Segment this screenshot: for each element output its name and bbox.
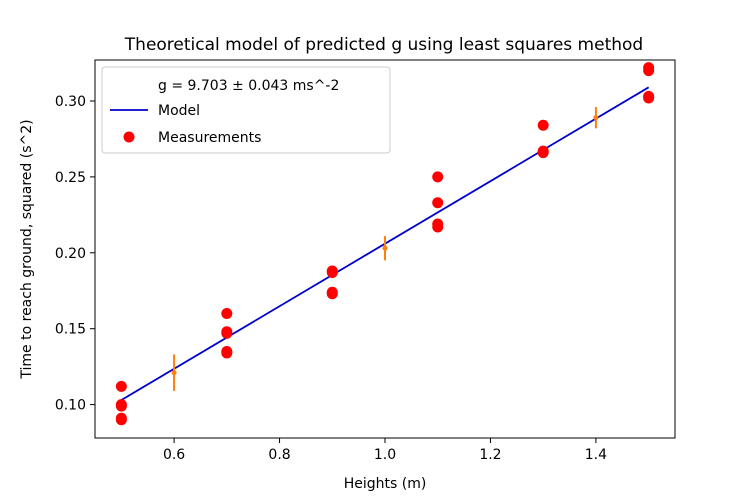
measurement-point-14: [432, 171, 444, 183]
x-axis-label: Heights (m): [344, 476, 427, 492]
measurement-point-11: [326, 267, 338, 279]
measurement-point-20: [537, 147, 549, 159]
chart-title: Theoretical model of predicted g using l…: [124, 35, 643, 55]
measurement-point-13: [326, 288, 338, 300]
x-tick-label-3: 1.2: [479, 447, 501, 463]
measurement-point-5: [221, 308, 233, 320]
legend: g = 9.703 ± 0.043 ms^-2 Model Measuremen…: [101, 66, 391, 154]
measurement-point-15: [432, 197, 444, 209]
x-tick-label-2: 1.0: [374, 447, 396, 463]
x-tick-label-1: 0.8: [268, 447, 290, 463]
legend-annotation: g = 9.703 ± 0.043 ms^-2: [158, 78, 339, 94]
legend-measurements-swatch: [123, 131, 135, 143]
error-bar-center-2: [593, 115, 599, 121]
measurement-point-18: [537, 119, 549, 131]
y-axis-label: Time to reach ground, squared (s^2): [19, 119, 35, 379]
measurement-point-17: [432, 221, 444, 233]
legend-measurements-label: Measurements: [158, 130, 261, 146]
y-tick-label-1: 0.15: [55, 322, 86, 338]
y-axis: 0.10 0.15 0.20 0.25 0.30: [55, 94, 95, 414]
measurement-point-4: [115, 414, 127, 426]
measurement-point-7: [221, 327, 233, 339]
y-tick-label-3: 0.25: [55, 170, 86, 186]
measurement-point-0: [115, 380, 127, 392]
measurement-point-22: [643, 65, 655, 77]
error-bar-center-1: [382, 245, 388, 251]
measurement-point-9: [221, 347, 233, 359]
legend-model-label: Model: [158, 103, 200, 119]
y-tick-label-4: 0.30: [55, 94, 86, 110]
x-axis: 0.6 0.8 1.0 1.2 1.4: [163, 438, 607, 463]
measurement-point-2: [115, 400, 127, 412]
legend-box: [101, 66, 391, 154]
plot-area: [115, 62, 655, 426]
measurement-point-24: [643, 92, 655, 104]
y-tick-label-0: 0.10: [55, 398, 86, 414]
x-tick-label-0: 0.6: [163, 447, 185, 463]
error-bar-center-0: [171, 370, 177, 376]
x-tick-label-4: 1.4: [585, 447, 607, 463]
y-tick-label-2: 0.20: [55, 246, 86, 262]
